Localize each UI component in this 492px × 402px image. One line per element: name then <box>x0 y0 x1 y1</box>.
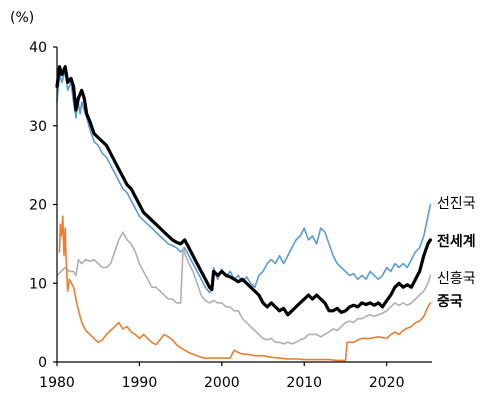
x-tick-label: 2000 <box>204 375 240 391</box>
series-line-1 <box>55 65 432 317</box>
y-axis-unit-label: (%) <box>10 10 34 26</box>
series-line-2 <box>56 231 432 345</box>
series-layer <box>55 65 432 362</box>
x-tick-label: 2010 <box>286 375 322 391</box>
y-tick-label: 20 <box>29 198 47 214</box>
series-label-0: 선진국 <box>437 196 476 212</box>
x-tick-label: 1980 <box>39 375 75 391</box>
series-line-3 <box>58 215 432 362</box>
y-tick-label: 0 <box>38 355 47 371</box>
series-label-2: 신흥국 <box>437 271 476 287</box>
x-axis: 1980 1990 2000 2010 2020 <box>39 362 404 391</box>
series-label-3: 중국 <box>437 294 463 310</box>
series-line-0 <box>56 69 432 294</box>
x-tick-label: 2020 <box>369 375 405 391</box>
y-tick-label: 10 <box>29 276 47 292</box>
y-tick-label: 30 <box>29 119 47 135</box>
y-tick-label: 40 <box>29 40 47 56</box>
y-axis: 0 10 20 30 40 <box>29 40 57 371</box>
x-tick-label: 1990 <box>122 375 158 391</box>
series-label-1: 전세계 <box>437 233 476 250</box>
